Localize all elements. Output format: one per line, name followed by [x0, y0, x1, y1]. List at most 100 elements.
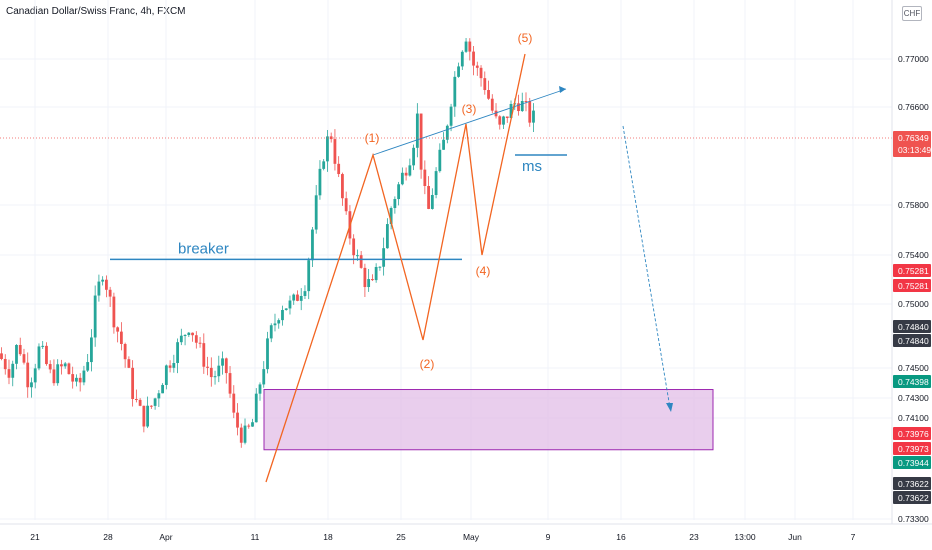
candle-body	[236, 412, 239, 428]
candle-body	[415, 113, 419, 148]
candle-body	[119, 331, 123, 344]
price-tag-label: 0.74398	[898, 377, 929, 387]
candle-body	[48, 364, 52, 370]
candle-body	[164, 365, 168, 385]
candle-body	[382, 248, 386, 267]
candle-body	[292, 294, 296, 301]
candle-body	[146, 405, 150, 427]
price-tag	[893, 427, 931, 440]
candle-body	[127, 359, 131, 368]
candle-body	[206, 366, 209, 368]
candle-body	[464, 41, 468, 52]
candle-body	[468, 41, 472, 52]
price-tag	[893, 131, 931, 157]
price-tag	[893, 264, 931, 277]
candle-body	[520, 101, 524, 112]
candle-body	[221, 358, 224, 366]
candle-body	[427, 186, 430, 209]
candle-body	[194, 335, 198, 343]
price-tag	[893, 375, 931, 388]
x-tick-label: 7	[851, 532, 856, 542]
candle-body	[209, 367, 213, 378]
candle-body	[213, 376, 217, 378]
y-tick-label: 0.74500	[898, 363, 929, 373]
candle-body	[296, 294, 299, 301]
x-tick-label: 25	[396, 532, 406, 542]
price-tag-label: 0.76349	[898, 133, 929, 143]
candle-body	[60, 364, 63, 367]
candle-body	[326, 136, 329, 162]
candle-body	[251, 422, 254, 427]
candle-body	[363, 267, 367, 288]
candle-body	[228, 373, 232, 394]
candle-body	[239, 427, 243, 443]
candle-body	[532, 110, 535, 123]
y-tick-label: 0.74300	[898, 393, 929, 403]
candle-body	[419, 113, 423, 170]
candle-body	[344, 198, 348, 212]
x-tick-label: 9	[546, 532, 551, 542]
x-tick-label: 11	[251, 532, 260, 542]
candle-body	[157, 393, 161, 399]
candle-body	[434, 171, 438, 195]
demand-zone	[263, 389, 714, 451]
price-tag-countdown: 03:13:49	[898, 145, 931, 155]
projection-arrow-line	[622, 125, 671, 409]
candle-body	[172, 363, 176, 368]
candle-body	[299, 295, 303, 301]
candle-body	[457, 66, 460, 77]
candle-body	[400, 172, 404, 185]
x-tick-label: May	[463, 532, 480, 542]
candle-body	[187, 332, 191, 335]
candle-body	[232, 393, 236, 413]
candle-body	[438, 149, 442, 172]
candle-body	[183, 334, 187, 336]
candle-body	[104, 279, 108, 290]
wave-1-label: (1)	[365, 131, 380, 145]
candle-body	[168, 365, 172, 368]
x-tick-label: Apr	[159, 532, 172, 542]
candle-body	[412, 147, 416, 166]
projection-arrow-head	[666, 403, 673, 412]
candle-body	[273, 323, 277, 326]
candle-body	[393, 199, 397, 209]
candle-body	[26, 362, 30, 388]
candle-body	[288, 300, 292, 309]
price-tag	[893, 477, 931, 490]
candle-body	[445, 125, 449, 140]
candle-body	[15, 344, 18, 364]
candle-body	[86, 362, 90, 371]
candle-body	[134, 398, 138, 400]
candle-body	[423, 169, 427, 187]
candle-body	[3, 358, 7, 370]
candle-body	[243, 425, 247, 443]
candle-body	[494, 110, 498, 117]
x-tick-label: 18	[323, 532, 333, 542]
candle-body	[404, 172, 408, 176]
candle-body	[509, 103, 513, 119]
trend-line	[372, 88, 567, 156]
candle-body	[311, 229, 314, 261]
candle-body	[262, 369, 266, 385]
y-tick-label: 0.76600	[898, 102, 929, 112]
y-tick-label: 0.75400	[898, 250, 929, 260]
candle-body	[217, 365, 221, 377]
candle-body	[517, 103, 520, 112]
candle-body	[11, 363, 15, 378]
x-tick-label: Jun	[788, 532, 802, 542]
candle-body	[269, 325, 273, 339]
candle-body	[93, 295, 97, 338]
candle-body	[490, 98, 494, 111]
price-axis: 0.77000 0.76600 0.75800 0.75400 0.75000 0.745…	[891, 0, 931, 524]
candle-body	[498, 116, 502, 125]
candle-body	[22, 354, 26, 363]
candle-body	[142, 405, 146, 427]
candle-body	[329, 136, 333, 140]
candle-body	[78, 377, 82, 383]
elliott-wave-lines: (1) (2) (3) (4) (5)	[265, 31, 532, 483]
candle-body	[63, 363, 67, 367]
candle-body	[258, 384, 262, 394]
currency-button[interactable]: CHF	[902, 6, 922, 21]
candle-body	[202, 343, 206, 367]
